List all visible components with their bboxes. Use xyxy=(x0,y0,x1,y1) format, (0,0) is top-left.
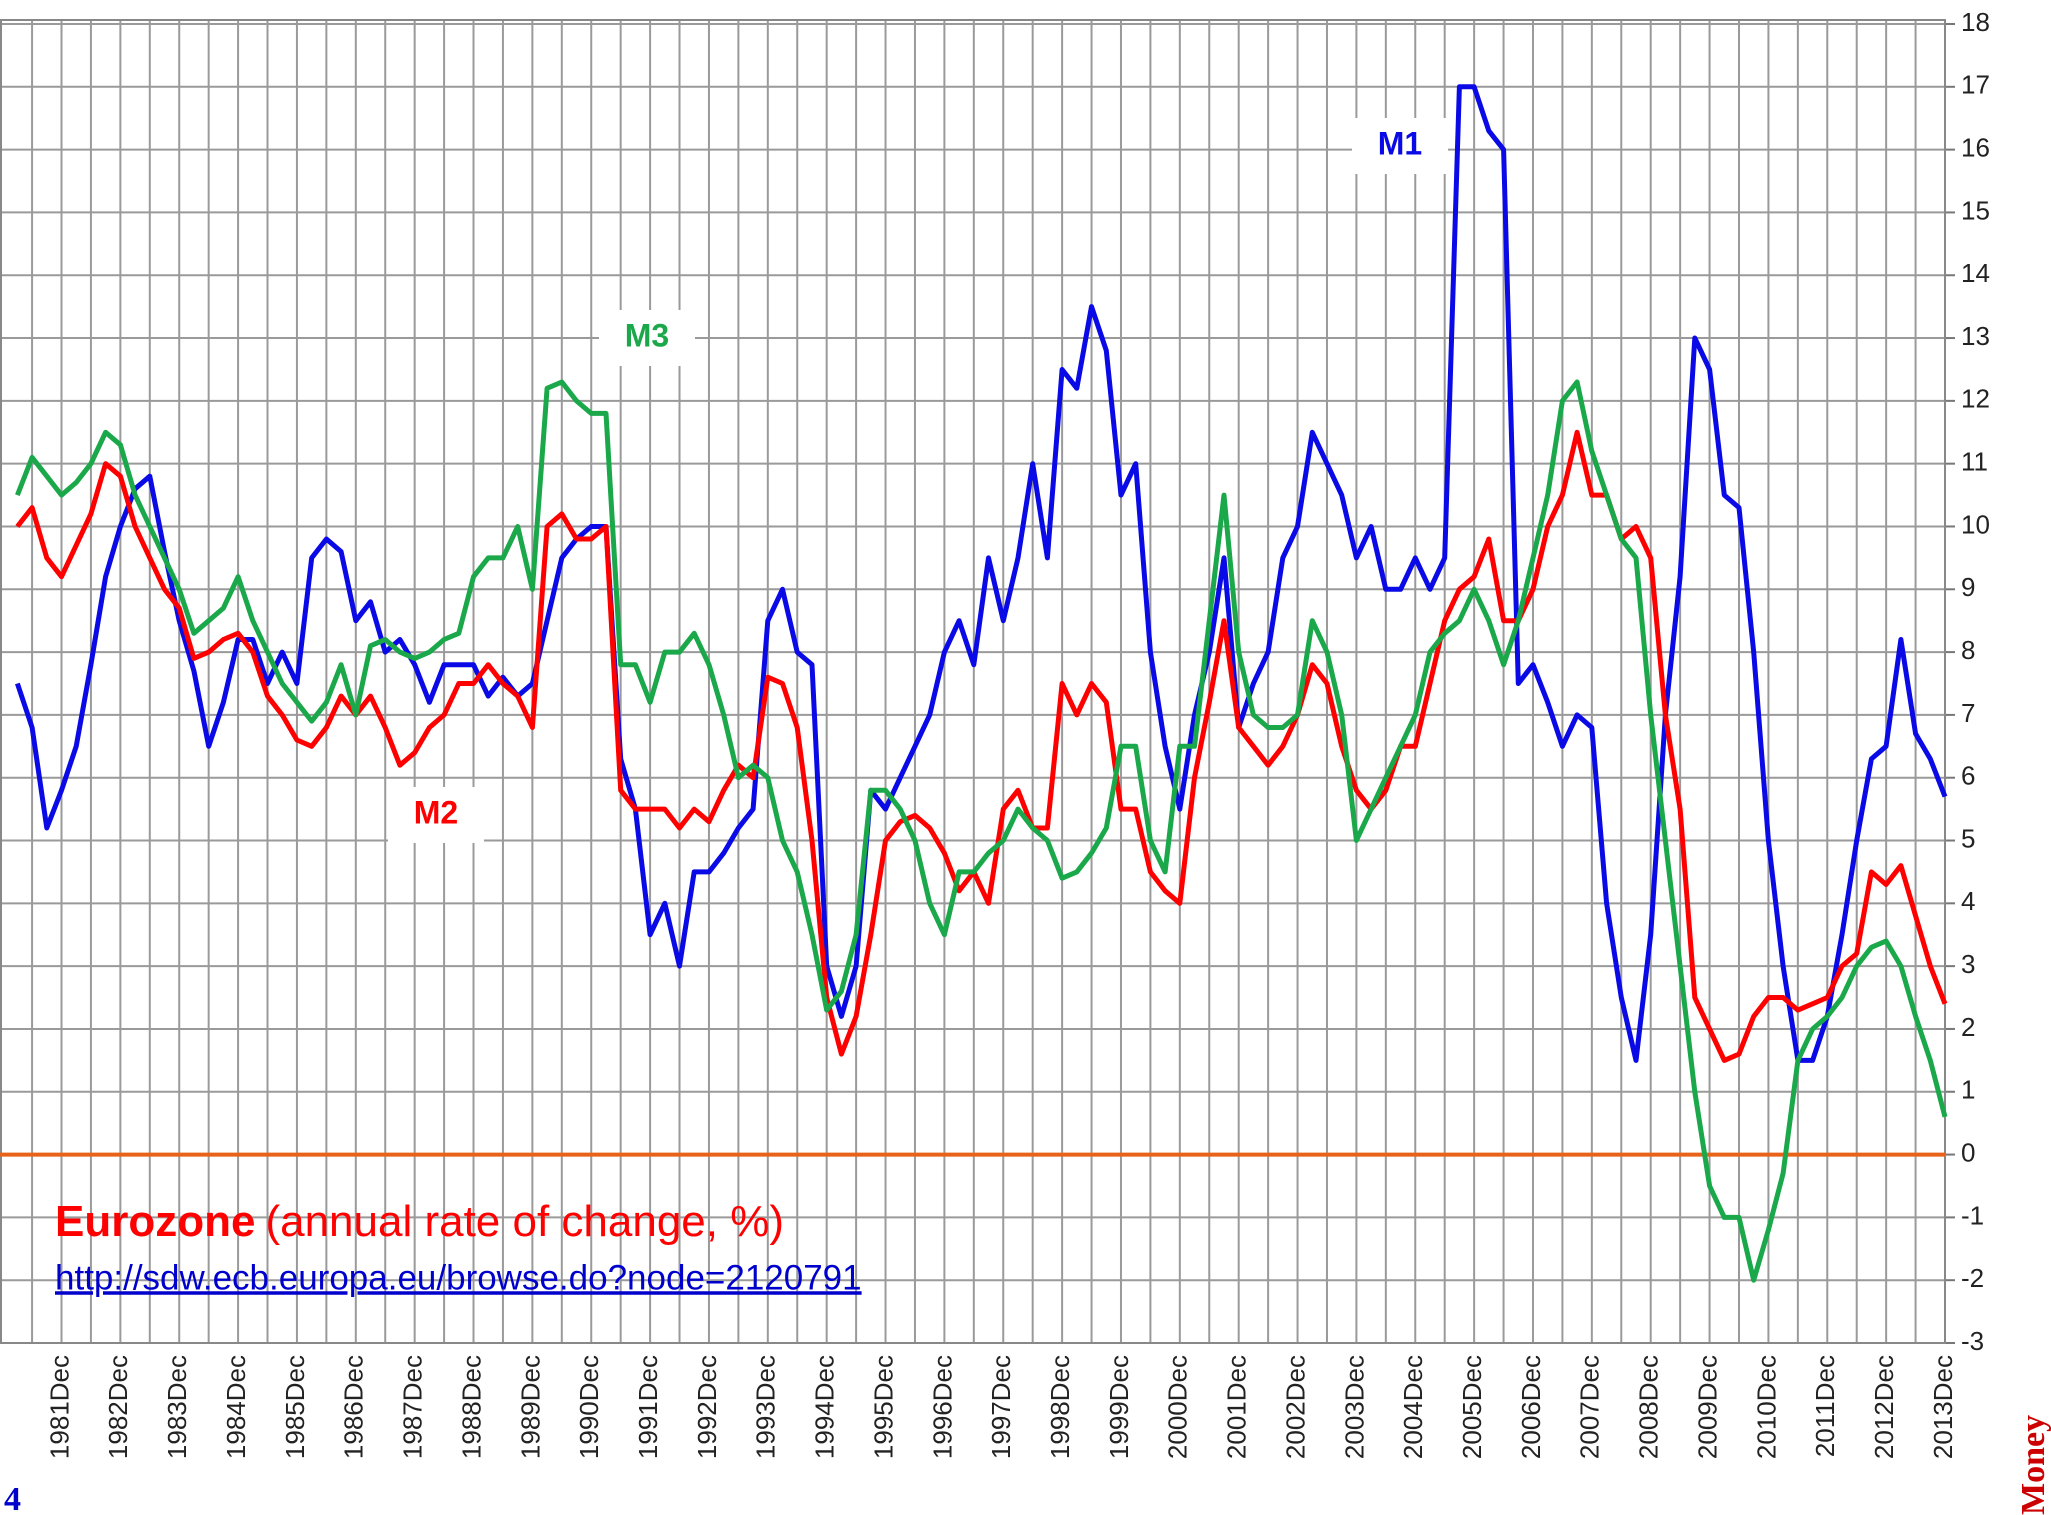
x-tick-label: 1992Dec xyxy=(692,1355,722,1459)
x-tick-label: 2005Dec xyxy=(1457,1355,1487,1459)
x-tick-label: 1993Dec xyxy=(751,1355,781,1459)
x-tick-label: 1999Dec xyxy=(1104,1355,1134,1459)
y-tick-label: 11 xyxy=(1961,447,1988,477)
x-tick-label: 2011Dec xyxy=(1810,1355,1840,1457)
series-line xyxy=(15,84,1948,1063)
x-tick-label: 1982Dec xyxy=(103,1355,133,1459)
y-tick-label: -3 xyxy=(1961,1326,1984,1356)
source-link[interactable]: http://sdw.ecb.europa.eu/browse.do?node=… xyxy=(55,1258,862,1297)
y-tick-label: 1 xyxy=(1961,1075,1975,1105)
labels: 1981Dec 1982Dec 1983Dec 1984Dec 1985Dec 1986D… xyxy=(44,7,1990,1459)
chart-title: Eurozone xyxy=(55,1197,255,1246)
y-tick-label: 12 xyxy=(1961,384,1990,414)
x-tick-label: 1981Dec xyxy=(44,1355,74,1459)
y-tick-label: -1 xyxy=(1961,1200,1984,1230)
y-tick-label: 3 xyxy=(1961,949,1975,979)
x-tick-label: 2009Dec xyxy=(1692,1355,1722,1459)
y-tick-label: 10 xyxy=(1961,509,1990,539)
x-tick-label: 1998Dec xyxy=(1045,1355,1075,1459)
x-tick-label: 1996Dec xyxy=(927,1355,957,1459)
x-tick-label: 2001Dec xyxy=(1222,1355,1252,1459)
x-tick-label: 1983Dec xyxy=(162,1355,192,1459)
y-tick-label: 13 xyxy=(1961,321,1990,351)
x-tick-label: 2012Dec xyxy=(1869,1355,1899,1459)
x-tick-label: 1984Dec xyxy=(221,1355,251,1459)
y-tick-label: 15 xyxy=(1961,195,1990,225)
y-tick-label: 18 xyxy=(1961,7,1990,37)
series-line xyxy=(15,379,1948,1283)
x-tick-label: 2010Dec xyxy=(1751,1355,1781,1459)
x-tick-label: 1985Dec xyxy=(280,1355,310,1459)
x-tick-label: 1991Dec xyxy=(633,1355,663,1459)
y-tick-label: 14 xyxy=(1961,258,1990,288)
y-tick-label: -2 xyxy=(1961,1263,1984,1293)
series-label-bg xyxy=(599,310,695,366)
series-label: M2 xyxy=(414,794,458,830)
page-number: 4 xyxy=(4,1481,21,1515)
x-tick-label: 2013Dec xyxy=(1928,1355,1958,1459)
y-tick-label: 4 xyxy=(1961,886,1975,916)
x-tick-label: 2007Dec xyxy=(1575,1355,1605,1459)
x-tick-label: 2008Dec xyxy=(1634,1355,1664,1459)
series-line xyxy=(15,429,1948,1063)
x-tick-label: 1988Dec xyxy=(456,1355,486,1459)
x-tick-label: 1987Dec xyxy=(398,1355,428,1459)
series-label: M3 xyxy=(625,317,669,353)
x-tick-label: 1995Dec xyxy=(868,1355,898,1459)
y-tick-label: 5 xyxy=(1961,823,1975,853)
plot-border xyxy=(0,19,1946,1344)
y-tick-label: 0 xyxy=(1961,1137,1975,1167)
lines xyxy=(15,84,1948,1283)
x-tick-label: 1989Dec xyxy=(515,1355,545,1459)
side-label: Money xyxy=(2015,1415,2051,1515)
x-tick-label: 1997Dec xyxy=(986,1355,1016,1459)
y-tick-label: 6 xyxy=(1961,761,1975,791)
y-tick-label: 17 xyxy=(1961,70,1990,100)
x-tick-label: 2000Dec xyxy=(1163,1355,1193,1459)
x-tick-label: 2002Dec xyxy=(1280,1355,1310,1459)
series-label-bg xyxy=(388,787,484,843)
x-tick-label: 2003Dec xyxy=(1339,1355,1369,1459)
chart-title-block: Eurozone (annual rate of change, %) xyxy=(55,1197,784,1246)
y-tick-label: 7 xyxy=(1961,698,1975,728)
x-tick-label: 2006Dec xyxy=(1516,1355,1546,1459)
x-tick-label: 1994Dec xyxy=(810,1355,840,1459)
series-label: M1 xyxy=(1378,125,1422,161)
x-tick-label: 1990Dec xyxy=(574,1355,604,1459)
x-tick-label: 2004Dec xyxy=(1398,1355,1428,1459)
y-tick-label: 16 xyxy=(1961,132,1990,162)
x-tick-label: 1986Dec xyxy=(339,1355,369,1459)
chart-subtitle: (annual rate of change, %) xyxy=(265,1197,784,1246)
y-tick-label: 8 xyxy=(1961,635,1975,665)
y-tick-label: 2 xyxy=(1961,1012,1975,1042)
y-tick-label: 9 xyxy=(1961,572,1975,602)
series-label-bg xyxy=(1352,118,1448,174)
